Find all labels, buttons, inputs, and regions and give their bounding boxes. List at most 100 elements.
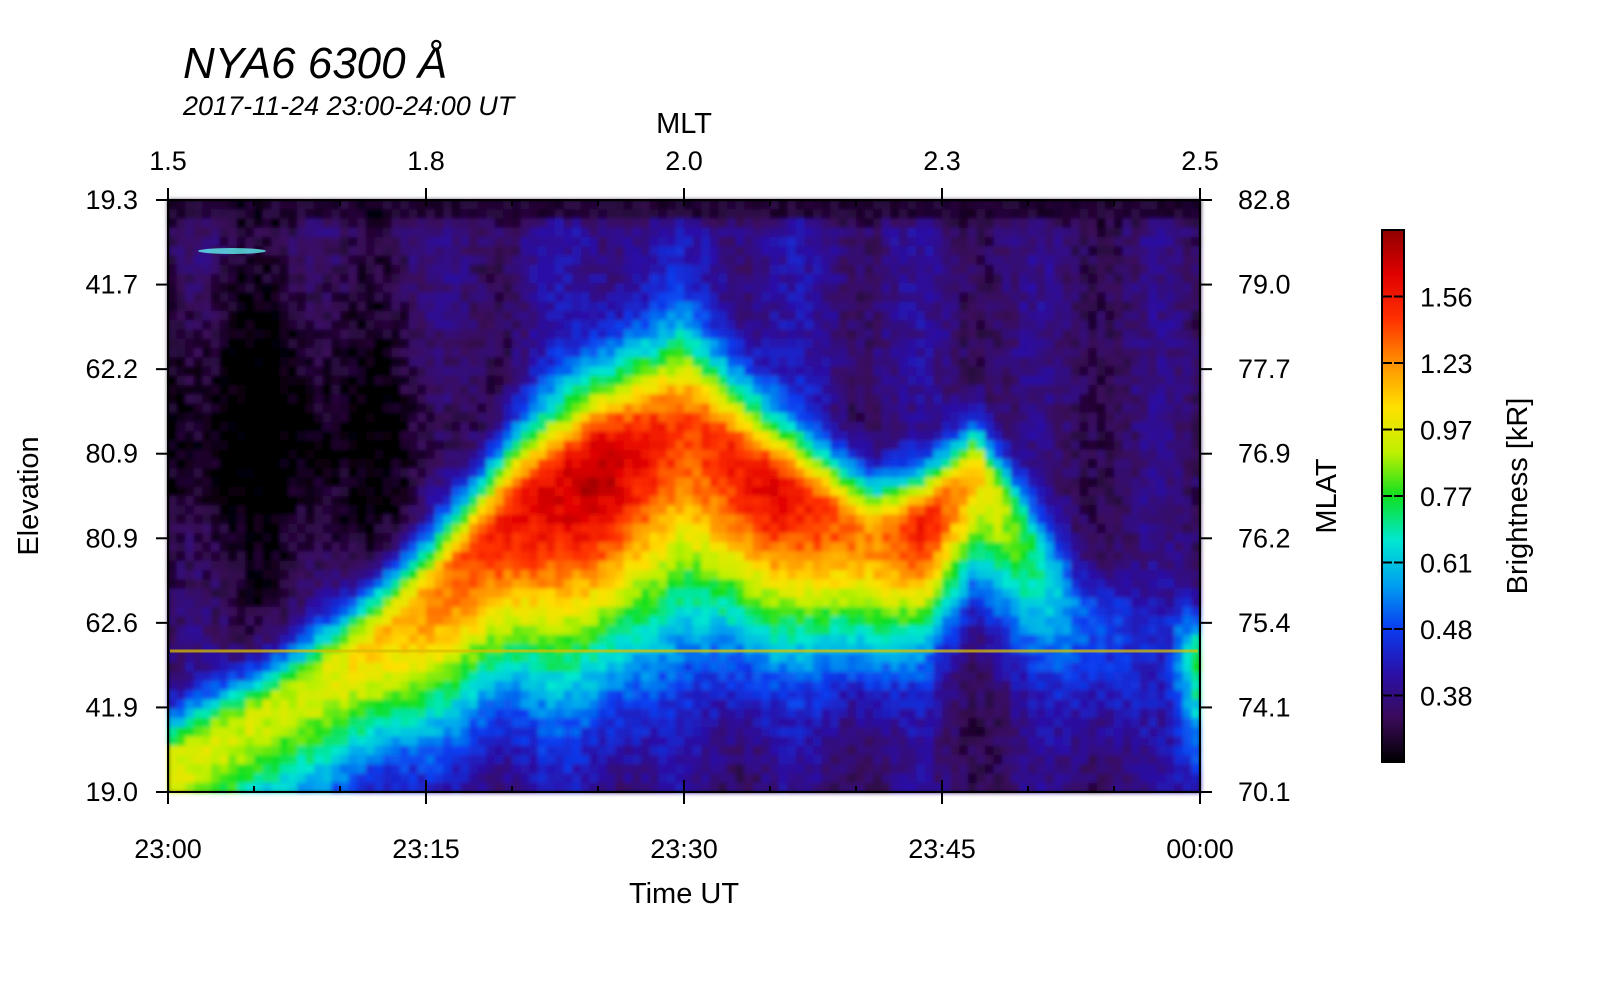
heatmap-cell <box>744 459 754 470</box>
heatmap-cell <box>348 394 358 405</box>
heatmap-cell <box>219 255 229 266</box>
heatmap-cell <box>770 560 780 571</box>
heatmap-cell <box>219 311 229 322</box>
heatmap-cell <box>641 449 651 460</box>
heatmap-cell <box>563 237 573 248</box>
heatmap-cell <box>632 597 642 608</box>
heatmap-cell <box>675 560 685 571</box>
heatmap-cell <box>357 348 367 359</box>
heatmap-cell <box>365 311 376 322</box>
heatmap-cell <box>727 412 737 423</box>
heatmap-cell <box>589 440 599 451</box>
heatmap-cell <box>615 597 625 608</box>
heatmap-cell <box>211 542 221 553</box>
heatmap-cell <box>426 246 436 257</box>
heatmap-cell <box>400 394 410 405</box>
heatmap-cell <box>735 616 745 627</box>
heatmap-cell <box>727 403 737 414</box>
heatmap-cell <box>400 292 410 303</box>
heatmap-cell <box>340 736 350 747</box>
heatmap-cell <box>297 274 307 285</box>
heatmap-cell <box>460 329 470 340</box>
heatmap-cell <box>563 727 573 738</box>
heatmap-cell <box>649 320 659 331</box>
heatmap-cell <box>761 385 771 396</box>
heatmap-cell <box>675 264 685 275</box>
heatmap-cell <box>649 653 659 664</box>
heatmap-cell <box>451 551 462 562</box>
heatmap-cell <box>529 597 539 608</box>
heatmap-cell <box>357 366 367 377</box>
heatmap-cell <box>658 375 668 386</box>
heatmap-cell <box>658 727 668 738</box>
heatmap-cell <box>288 459 298 470</box>
heatmap-cell <box>555 255 565 266</box>
heatmap-cell <box>615 431 625 442</box>
heatmap-cell <box>426 523 436 534</box>
heatmap-cell <box>632 542 642 553</box>
heatmap-cell <box>314 200 324 211</box>
heatmap-cell <box>374 329 384 340</box>
heatmap-cell <box>271 690 281 701</box>
heatmap-cell <box>795 616 806 627</box>
heatmap-cell <box>830 773 840 784</box>
heatmap-cell <box>735 329 745 340</box>
heatmap-cell <box>666 773 677 784</box>
heatmap-cell <box>606 533 616 544</box>
heatmap-cell <box>391 523 401 534</box>
heatmap-cell <box>262 449 272 460</box>
heatmap-cell <box>649 301 659 312</box>
heatmap-cell <box>426 681 436 692</box>
heatmap-cell <box>176 690 186 701</box>
heatmap-cell <box>529 246 539 257</box>
heatmap-cell <box>211 366 221 377</box>
heatmap-cell <box>649 570 659 581</box>
heatmap-cell <box>752 338 763 349</box>
heatmap-cell <box>322 773 333 784</box>
heatmap-cell <box>254 449 264 460</box>
heatmap-cell <box>279 773 290 784</box>
heatmap-cell <box>735 412 745 423</box>
heatmap-cell <box>520 255 530 266</box>
heatmap-cell <box>589 320 599 331</box>
heatmap-cell <box>684 422 694 433</box>
heatmap-cell <box>262 486 272 497</box>
heatmap-cell <box>460 292 470 303</box>
heatmap-cell <box>555 301 565 312</box>
heatmap-cell <box>563 644 573 655</box>
heatmap-cell <box>709 560 720 571</box>
heatmap-cell <box>701 412 711 423</box>
heatmap-cell <box>744 468 754 479</box>
heatmap-cell <box>658 459 668 470</box>
heatmap-cell <box>641 311 651 322</box>
heatmap-cell <box>494 690 505 701</box>
heatmap-cell <box>623 570 634 581</box>
heatmap-cell <box>684 755 694 766</box>
heatmap-cell <box>331 496 341 507</box>
heatmap-cell <box>469 542 479 553</box>
heatmap-cell <box>684 366 694 377</box>
heatmap-cell <box>761 644 771 655</box>
heatmap-cell <box>821 736 831 747</box>
heatmap-cell <box>735 440 745 451</box>
heatmap-cell <box>340 200 350 211</box>
heatmap-cell <box>176 283 186 294</box>
heatmap-cell <box>718 773 728 784</box>
heatmap-cell <box>202 644 212 655</box>
heatmap-cell <box>374 348 384 359</box>
heatmap-cell <box>348 736 358 747</box>
heatmap-cell <box>778 440 788 451</box>
heatmap-cell <box>598 449 608 460</box>
heatmap-cell <box>684 662 694 673</box>
heatmap-cell <box>795 625 806 636</box>
heatmap-cell <box>374 782 384 793</box>
heatmap-cell <box>615 329 625 340</box>
heatmap-cell <box>658 255 668 266</box>
heatmap-cell <box>477 764 487 775</box>
heatmap-cell <box>735 227 745 238</box>
heatmap-cell <box>254 708 264 719</box>
heatmap-cell <box>529 394 539 405</box>
heatmap-cell <box>580 662 591 673</box>
heatmap-cell <box>580 764 591 775</box>
heatmap-cell <box>727 681 737 692</box>
